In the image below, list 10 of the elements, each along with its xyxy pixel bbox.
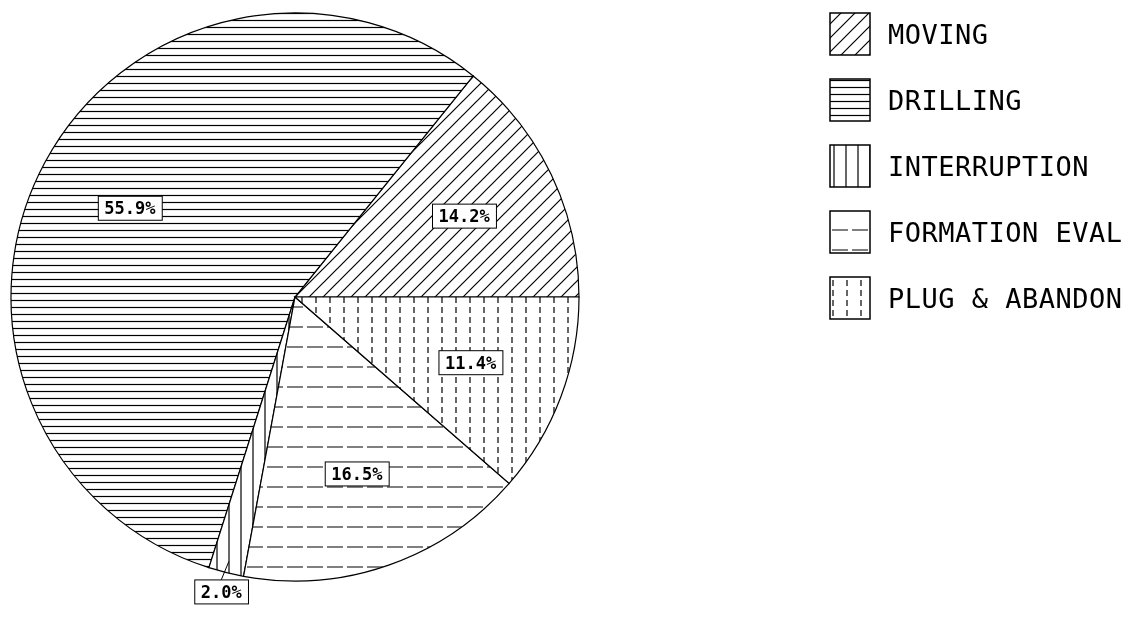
data-label: 11.4% — [444, 352, 497, 373]
legend-label: FORMATION EVAL — [888, 216, 1123, 248]
legend-label: DRILLING — [888, 84, 1023, 116]
data-label: 14.2% — [438, 206, 491, 227]
legend-label: PLUG & ABANDON — [888, 282, 1123, 314]
data-label: 55.9% — [104, 198, 157, 219]
data-label: 2.0% — [200, 581, 243, 602]
legend-label: MOVING — [888, 18, 989, 50]
legend-label: INTERRUPTION — [888, 150, 1090, 182]
data-label: 16.5% — [331, 463, 384, 484]
